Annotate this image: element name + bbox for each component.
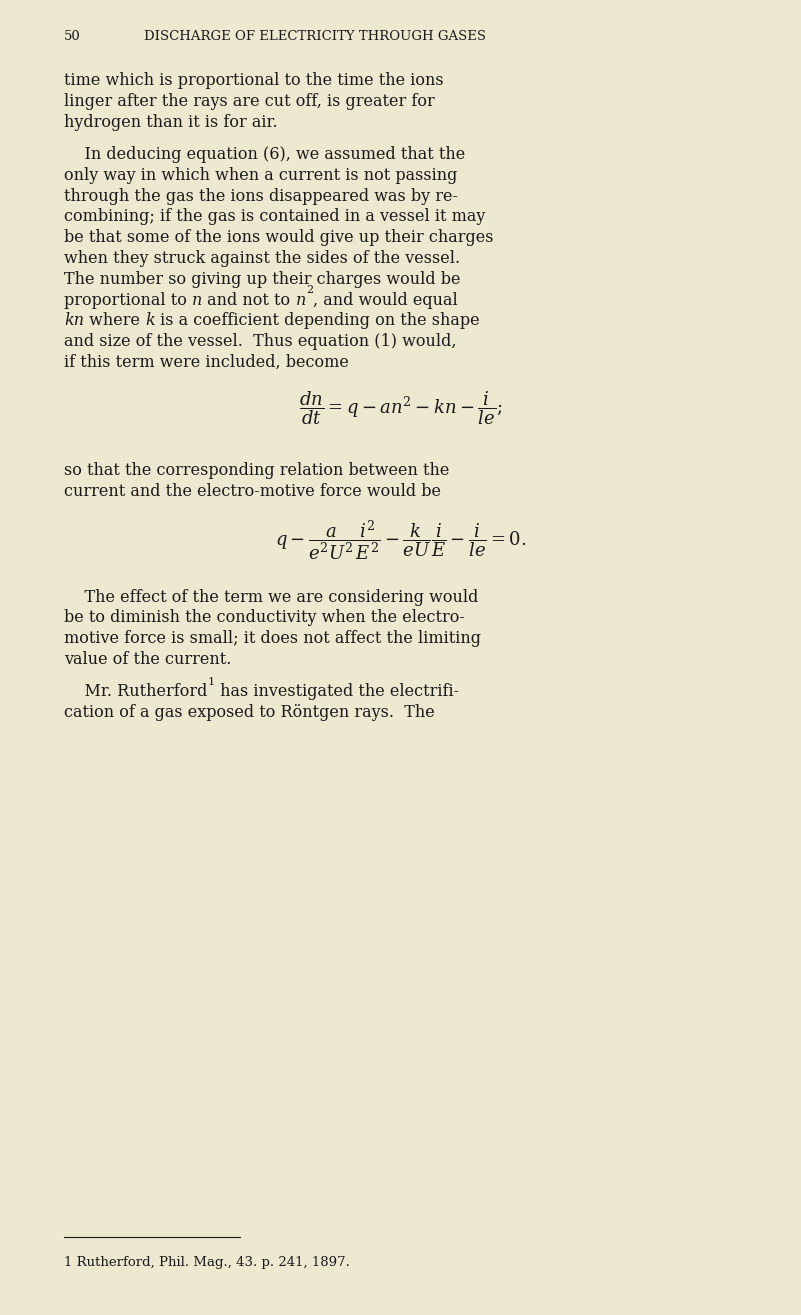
Text: $\dfrac{dn}{dt} = q - an^2 - kn - \dfrac{i}{le};$: $\dfrac{dn}{dt} = q - an^2 - kn - \dfrac… (299, 389, 502, 427)
Text: and not to: and not to (203, 292, 296, 309)
Text: 2: 2 (306, 285, 313, 295)
Text: through the gas the ions disappeared was by re-: through the gas the ions disappeared was… (64, 188, 458, 205)
Text: linger after the rays are cut off, is greater for: linger after the rays are cut off, is gr… (64, 93, 435, 110)
Text: proportional to: proportional to (64, 292, 192, 309)
Text: cation of a gas exposed to Röntgen rays.  The: cation of a gas exposed to Röntgen rays.… (64, 704, 435, 721)
Text: 1: 1 (207, 676, 215, 686)
Text: combining; if the gas is contained in a vessel it may: combining; if the gas is contained in a … (64, 208, 485, 225)
Text: In deducing equation (6), we assumed that the: In deducing equation (6), we assumed tha… (64, 146, 465, 163)
Text: time which is proportional to the time the ions: time which is proportional to the time t… (64, 72, 444, 89)
Text: kn: kn (64, 312, 84, 329)
Text: n: n (296, 292, 306, 309)
Text: be to diminish the conductivity when the electro-: be to diminish the conductivity when the… (64, 609, 465, 626)
Text: The number so giving up their charges would be: The number so giving up their charges wo… (64, 271, 461, 288)
Text: if this term were included, become: if this term were included, become (64, 354, 349, 371)
Text: so that the corresponding relation between the: so that the corresponding relation betwe… (64, 462, 449, 479)
Text: The effect of the term we are considering would: The effect of the term we are considerin… (64, 589, 478, 606)
Text: only way in which when a current is not passing: only way in which when a current is not … (64, 167, 457, 184)
Text: k: k (145, 312, 155, 329)
Text: and size of the vessel.  Thus equation (1) would,: and size of the vessel. Thus equation (1… (64, 333, 457, 350)
Text: value of the current.: value of the current. (64, 651, 231, 668)
Text: , and would equal: , and would equal (313, 292, 457, 309)
Text: motive force is small; it does not affect the limiting: motive force is small; it does not affec… (64, 630, 481, 647)
Text: DISCHARGE OF ELECTRICITY THROUGH GASES: DISCHARGE OF ELECTRICITY THROUGH GASES (144, 30, 486, 43)
Text: where: where (84, 312, 145, 329)
Text: when they struck against the sides of the vessel.: when they struck against the sides of th… (64, 250, 461, 267)
Text: hydrogen than it is for air.: hydrogen than it is for air. (64, 114, 278, 132)
Text: n: n (192, 292, 203, 309)
Text: 50: 50 (64, 30, 81, 43)
Text: Mr. Rutherford: Mr. Rutherford (64, 684, 207, 700)
Text: $q - \dfrac{a}{e^2U^2}\dfrac{i^2}{E^2} - \dfrac{k}{eU}\dfrac{i}{E} - \dfrac{i}{l: $q - \dfrac{a}{e^2U^2}\dfrac{i^2}{E^2} -… (275, 518, 526, 562)
Text: is a coefficient depending on the shape: is a coefficient depending on the shape (155, 312, 480, 329)
Text: 1 Rutherford, Phil. Mag., 43. p. 241, 1897.: 1 Rutherford, Phil. Mag., 43. p. 241, 18… (64, 1256, 350, 1269)
Text: has investigated the electrifi-: has investigated the electrifi- (215, 684, 459, 700)
Text: current and the electro-motive force would be: current and the electro-motive force wou… (64, 483, 441, 500)
Text: be that some of the ions would give up their charges: be that some of the ions would give up t… (64, 229, 493, 246)
